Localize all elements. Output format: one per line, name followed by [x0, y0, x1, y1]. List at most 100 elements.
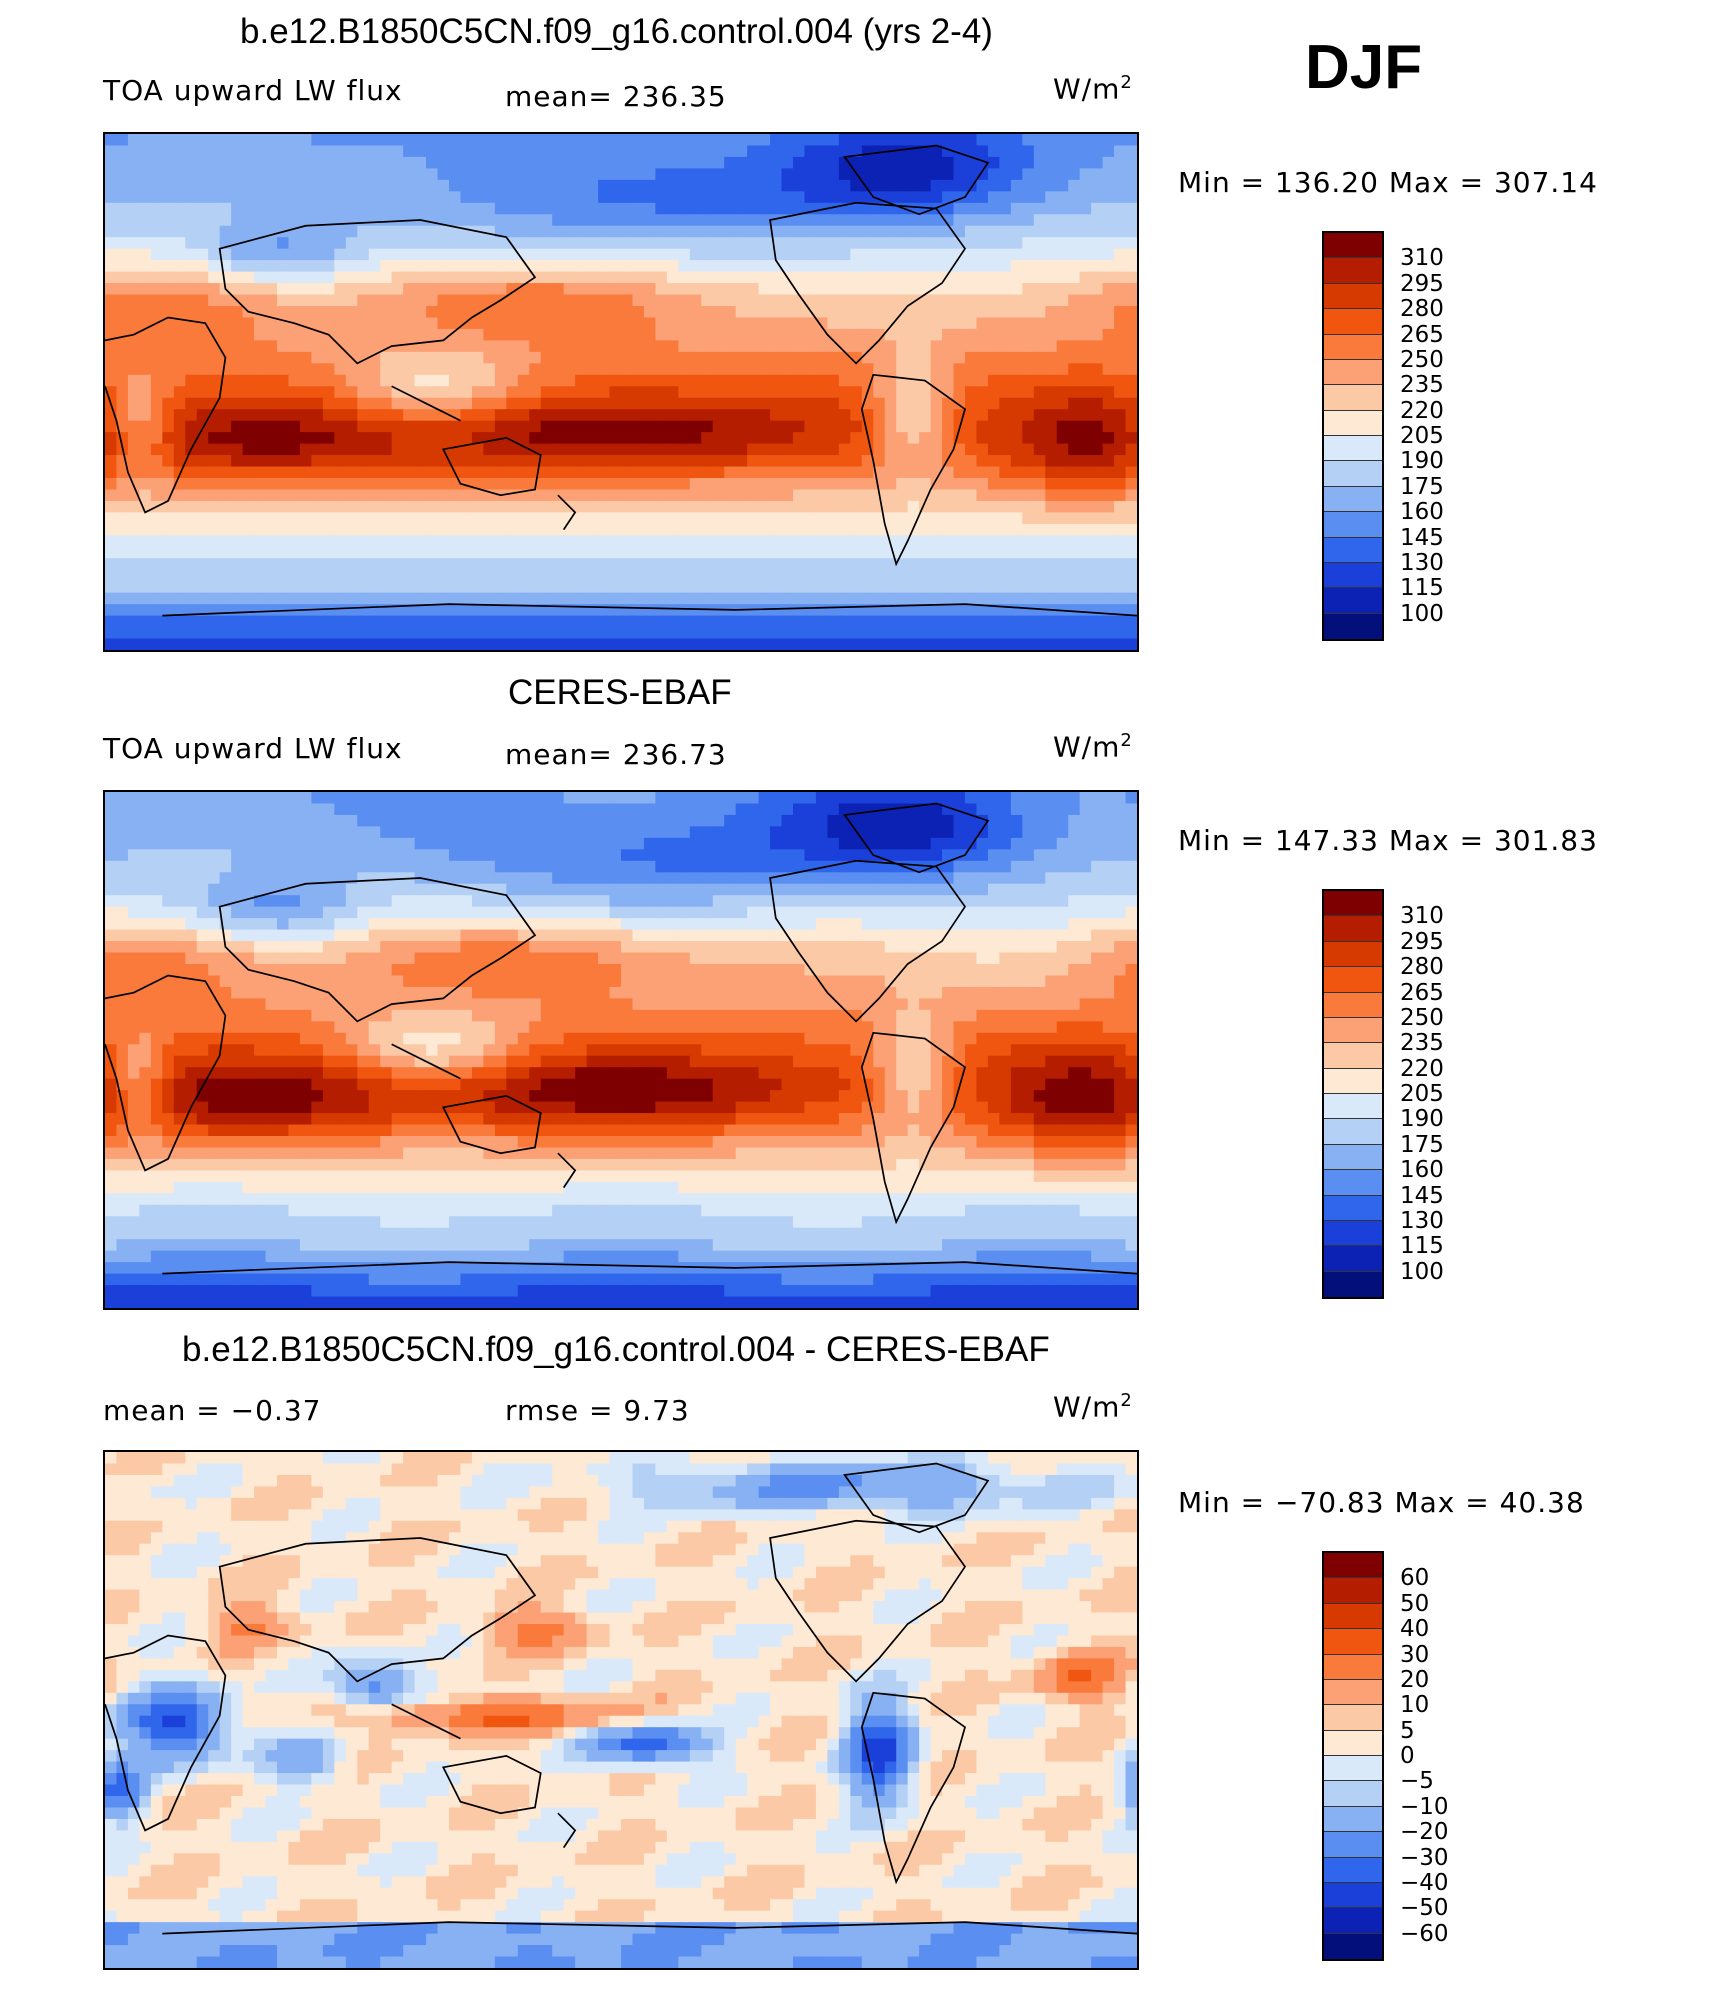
- map-cell: [1125, 317, 1137, 330]
- map-cell: [334, 271, 347, 284]
- map-cell: [758, 202, 771, 216]
- map-cell: [127, 443, 141, 456]
- map-cell: [277, 294, 290, 307]
- map-cell: [1022, 489, 1035, 502]
- map-cell: [586, 535, 599, 548]
- map-cell: [953, 478, 966, 491]
- map-cell: [127, 134, 141, 147]
- map-cell: [781, 604, 794, 617]
- map-cell: [689, 604, 703, 617]
- map-cell: [1125, 225, 1137, 239]
- map-cell: [208, 500, 221, 514]
- map-cell: [299, 558, 313, 571]
- map-cell: [873, 837, 886, 851]
- map-cell: [105, 489, 118, 502]
- map-cell: [1091, 420, 1104, 433]
- map-cell: [919, 363, 932, 376]
- map-cell: [483, 546, 496, 560]
- map-cell: [116, 826, 129, 839]
- map-cell: [437, 351, 450, 365]
- map-cell: [724, 535, 737, 548]
- map-cell: [987, 317, 1001, 330]
- map-cell: [712, 814, 726, 828]
- map-cell: [907, 604, 920, 617]
- map-cell: [770, 328, 783, 342]
- map-cell: [116, 849, 129, 862]
- map-cell: [884, 283, 898, 296]
- map-cell: [621, 814, 634, 828]
- map-cell: [1045, 145, 1058, 158]
- map-cell: [976, 351, 989, 365]
- map-cell: [689, 179, 703, 193]
- map-cell: [357, 134, 370, 147]
- map-cell: [460, 134, 473, 147]
- map-cell: [1022, 558, 1035, 571]
- map-cell: [1068, 191, 1081, 204]
- map-cell: [804, 455, 817, 468]
- map-cell: [724, 837, 737, 851]
- map-cell: [1102, 615, 1115, 628]
- map-cell: [827, 523, 840, 537]
- map-cell: [196, 849, 210, 862]
- map-cell: [666, 168, 680, 181]
- map-cell: [678, 512, 691, 525]
- map-cell: [953, 592, 966, 605]
- map-cell: [334, 569, 347, 583]
- map-cell: [815, 615, 829, 628]
- map-cell: [586, 569, 599, 583]
- map-cell: [219, 558, 232, 571]
- map-cell: [781, 512, 794, 525]
- map-cell: [540, 638, 554, 650]
- map-cell: [368, 592, 382, 605]
- map-cell: [987, 569, 1001, 583]
- map-cell: [930, 156, 943, 170]
- map-cell: [632, 581, 645, 594]
- map-cell: [231, 409, 244, 422]
- map-cell: [288, 535, 301, 548]
- map-cell: [770, 837, 783, 851]
- map-cell: [827, 837, 840, 851]
- map-cell: [793, 374, 806, 388]
- map-cell: [930, 523, 943, 537]
- map-cell: [976, 145, 989, 158]
- map-cell: [1114, 432, 1127, 445]
- colorbar-swatch: [1324, 359, 1382, 386]
- map-cell: [563, 627, 576, 640]
- map-cell: [1068, 478, 1081, 491]
- map-cell: [277, 248, 290, 261]
- map-cell: [380, 443, 393, 456]
- map-cell: [919, 872, 932, 885]
- map-cell: [1045, 592, 1058, 605]
- map-cell: [770, 156, 783, 170]
- map-cell: [655, 615, 668, 628]
- map-cell: [609, 260, 622, 273]
- panel2-map-svg: [105, 792, 1137, 1308]
- map-cell: [678, 145, 691, 158]
- map-cell: [621, 455, 634, 468]
- map-cell: [277, 237, 290, 250]
- map-cell: [953, 134, 966, 147]
- map-cell: [873, 386, 886, 399]
- map-cell: [345, 294, 359, 307]
- map-cell: [1102, 826, 1115, 839]
- map-cell: [196, 455, 210, 468]
- map-cell: [838, 168, 852, 181]
- map-cell: [919, 191, 932, 204]
- map-cell: [1068, 134, 1081, 147]
- map-cell: [575, 535, 588, 548]
- map-cell: [896, 627, 909, 640]
- map-cell: [1114, 225, 1127, 239]
- map-cell: [471, 872, 485, 885]
- map-cell: [1056, 145, 1070, 158]
- map-cell: [930, 826, 943, 839]
- map-cell: [322, 283, 336, 296]
- map-cell: [724, 351, 737, 365]
- map-cell: [861, 512, 875, 525]
- map-cell: [598, 523, 611, 537]
- map-cell: [552, 872, 565, 885]
- map-cell: [838, 627, 852, 640]
- map-cell: [712, 500, 726, 514]
- map-cell: [976, 592, 989, 605]
- map-cell: [758, 374, 771, 388]
- map-cell: [139, 883, 152, 897]
